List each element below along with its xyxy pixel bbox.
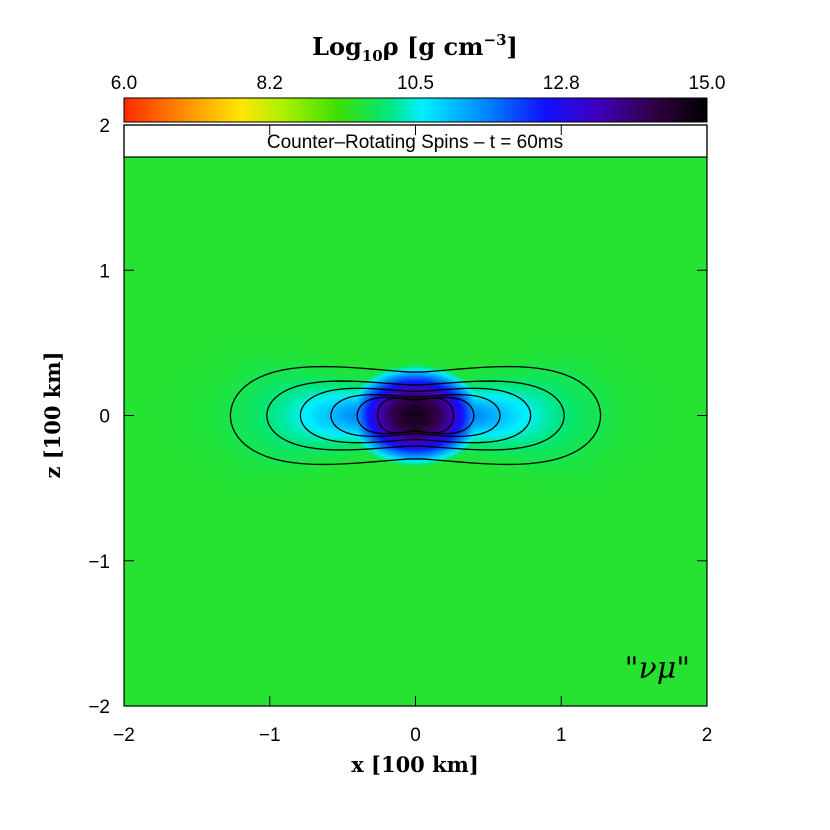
- x-tick-label: −1: [259, 725, 281, 746]
- colorbar-tick-label: 12.8: [543, 73, 580, 94]
- x-tick-labels: −2 −1 0 1 2: [113, 725, 712, 746]
- y-tick-label: 1: [99, 261, 110, 282]
- y-axis-title: z [100 km]: [40, 351, 65, 478]
- x-axis-title: x [100 km]: [351, 752, 479, 777]
- annotation-label: "νμ": [625, 651, 690, 686]
- contour-line: [356, 396, 475, 435]
- colorbar-tick-label: 15.0: [689, 73, 726, 94]
- colorbar: [123, 97, 708, 123]
- y-tick-label: 0: [99, 407, 110, 428]
- axis-ticks: [123, 124, 708, 707]
- chart-title: Counter–Rotating Spins – t = 60ms: [267, 132, 563, 153]
- contour-line: [376, 397, 455, 434]
- colorbar-tick-label: 6.0: [111, 73, 137, 94]
- contour-line: [266, 380, 565, 451]
- y-tick-labels: −2 −1 0 1 2: [88, 116, 110, 718]
- colorbar-tick-label: 10.5: [397, 73, 434, 94]
- y-tick-label: 2: [99, 116, 110, 137]
- contour-line: [229, 365, 602, 466]
- density-field: [124, 125, 707, 706]
- colorbar-title: Log10ρ [g cm−3]: [312, 31, 518, 65]
- x-tick-label: 2: [702, 725, 713, 746]
- contour-line: [299, 387, 532, 444]
- x-tick-label: 1: [556, 725, 567, 746]
- contour-line: [330, 394, 501, 437]
- x-tick-label: 0: [410, 725, 421, 746]
- colorbar-tick-labels: 6.0 8.2 10.5 12.8 15.0: [111, 73, 726, 94]
- density-heatmap: [124, 125, 707, 706]
- y-tick-label: −1: [88, 552, 110, 573]
- colorbar-tick-label: 8.2: [257, 73, 283, 94]
- x-tick-label: −2: [113, 725, 135, 746]
- density-contours: [229, 365, 602, 466]
- y-tick-label: −2: [88, 697, 110, 718]
